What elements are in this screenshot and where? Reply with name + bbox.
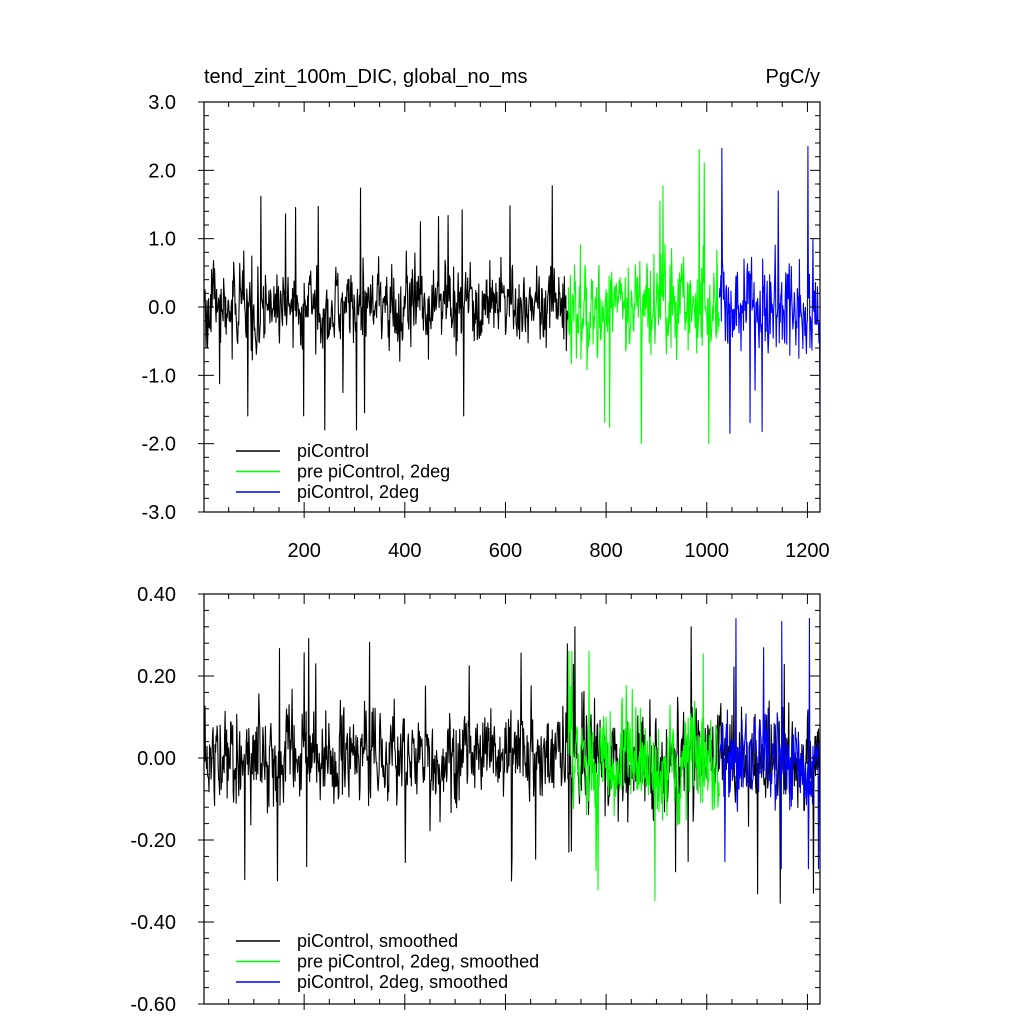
y-tick-label: 0.40 (137, 584, 176, 606)
bottom-panel: 0.40 0.20 0.00 -0.20 -0.40 -0.60 piControl, s… (130, 584, 821, 1016)
x-tick-label: 1200 (785, 540, 830, 562)
x-tick-label: 600 (489, 540, 522, 562)
legend-label-pre-picontrol-2deg: pre piControl, 2deg (297, 462, 450, 482)
y-tick-label: -3.0 (142, 502, 176, 524)
top-units: PgC/y (766, 66, 820, 88)
x-tick-label: 200 (287, 540, 320, 562)
bottom-series-lines (203, 618, 821, 904)
x-tick-label: 400 (388, 540, 421, 562)
series-line-picontrol-2deg (718, 145, 821, 434)
series-line-pre-picontrol-2deg (567, 149, 720, 445)
y-tick-label: 0.20 (137, 666, 176, 688)
series-line-picontrol-smoothed (203, 626, 821, 904)
bottom-tick-marks (198, 593, 820, 1010)
top-panel: tend_zint_100m_DIC, global_no_ms PgC/y 3… (142, 66, 830, 562)
top-x-tick-labels: 200 400 600 800 1000 1200 (287, 540, 829, 562)
legend-label-pre-picontrol-2deg-smoothed: pre piControl, 2deg, smoothed (297, 952, 539, 972)
legend-label-picontrol: piControl (297, 441, 369, 461)
legend-label-picontrol-2deg-smoothed: piControl, 2deg, smoothed (297, 972, 508, 992)
series-line-pre-picontrol-2deg-smoothed (567, 650, 720, 901)
top-y-tick-labels: 3.0 2.0 1.0 0.0 -1.0 -2.0 -3.0 (142, 92, 176, 524)
y-tick-label: 2.0 (148, 160, 176, 182)
legend-label-picontrol-2deg: piControl, 2deg (297, 482, 419, 502)
y-tick-label: -1.0 (142, 365, 176, 387)
x-tick-label: 1000 (685, 540, 730, 562)
y-tick-label: 0.00 (137, 748, 176, 770)
y-tick-label: -0.40 (130, 912, 176, 934)
bottom-plot-frame (203, 593, 821, 1005)
top-series-lines (203, 145, 821, 445)
y-tick-label: 1.0 (148, 229, 176, 251)
x-tick-label: 800 (589, 540, 622, 562)
y-tick-label: 3.0 (148, 92, 176, 114)
legend-label-picontrol-smoothed: piControl, smoothed (297, 931, 458, 951)
bottom-y-tick-labels: 0.40 0.20 0.00 -0.20 -0.40 -0.60 (130, 584, 176, 1016)
series-line-picontrol-2deg-smoothed (718, 618, 821, 870)
y-tick-label: -0.20 (130, 830, 176, 852)
series-line-picontrol (203, 185, 569, 431)
y-tick-label: -2.0 (142, 434, 176, 456)
top-title: tend_zint_100m_DIC, global_no_ms (204, 66, 528, 88)
y-tick-label: -0.60 (130, 994, 176, 1016)
y-tick-label: 0.0 (148, 297, 176, 319)
top-tick-marks (198, 101, 820, 518)
